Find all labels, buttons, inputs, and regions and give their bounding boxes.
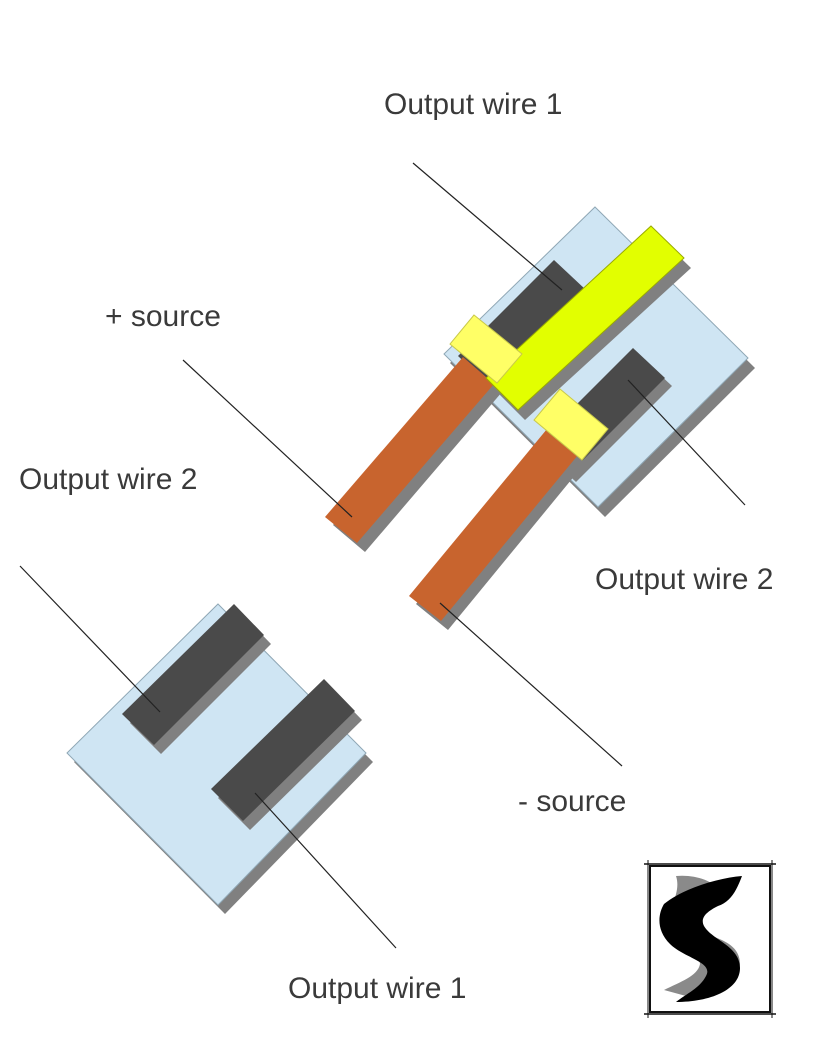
- leader-left-output-wire-2: [19, 565, 161, 713]
- leader-top-output-wire-1: [412, 162, 563, 291]
- label-left-output-wire-2: Output wire 2: [19, 463, 197, 496]
- leader-bottom-output-wire-1: [254, 792, 397, 949]
- label-top-output-wire-1: Output wire 1: [384, 88, 562, 121]
- upper-substrate: [443, 206, 749, 508]
- minus-source-wire: [409, 429, 578, 621]
- clamp-pad-1: [449, 314, 523, 384]
- lower-terminal-pad-2: [211, 679, 355, 821]
- clamp-pad-2: [533, 388, 609, 461]
- label-right-output-wire-2: Output wire 2: [595, 563, 773, 596]
- leader-minus-source: [439, 602, 623, 767]
- leader-lines: [19, 162, 746, 949]
- logo-main-shape: [659, 876, 742, 1002]
- upper-assembly: [325, 206, 755, 630]
- plus-source-wire: [325, 357, 494, 543]
- label-plus-source: + source: [105, 300, 221, 333]
- lower-assembly: [66, 603, 373, 914]
- leader-right-output-wire-2: [627, 379, 746, 506]
- stylized-s-logo-icon: [644, 860, 776, 1018]
- bridge-bar: [485, 225, 685, 411]
- label-bottom-output-wire-1: Output wire 1: [288, 972, 466, 1005]
- labels: Output wire 1 + source Output wire 2 Out…: [19, 88, 773, 1005]
- leader-plus-source: [182, 359, 353, 518]
- label-minus-source: - source: [518, 785, 626, 818]
